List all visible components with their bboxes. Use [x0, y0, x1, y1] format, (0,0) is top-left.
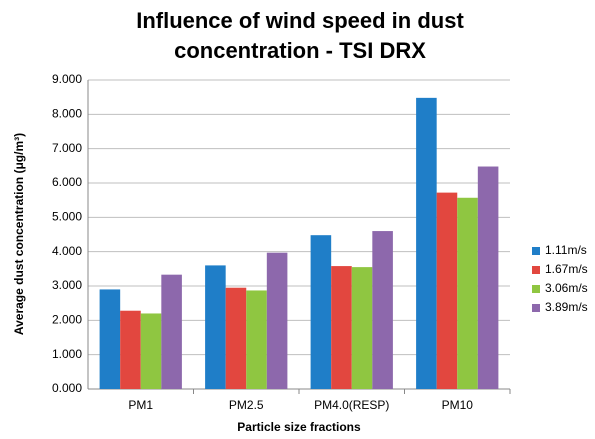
bar: [140, 313, 162, 389]
bar: [310, 235, 332, 389]
bar: [246, 290, 267, 389]
bar: [436, 192, 458, 389]
bar: [205, 265, 226, 389]
bar: [477, 166, 499, 389]
legend-label: 1.67m/s: [545, 262, 588, 276]
x-tick-label: PM1: [128, 398, 153, 412]
y-tick-label: 8.000: [52, 107, 82, 121]
legend-label: 3.89m/s: [545, 300, 588, 314]
bar: [161, 274, 182, 389]
y-tick-label: 0.000: [52, 381, 82, 395]
y-tick-label: 1.000: [52, 347, 82, 361]
chart-title: concentration - TSI DRX: [174, 38, 426, 63]
legend-swatch: [532, 247, 540, 255]
x-tick-label: PM4.0(RESP): [314, 398, 389, 412]
y-tick-label: 3.000: [52, 278, 82, 292]
bar: [99, 289, 121, 389]
y-tick-label: 4.000: [52, 244, 82, 258]
y-tick-label: 5.000: [52, 210, 82, 224]
bar: [120, 310, 141, 389]
legend-label: 1.11m/s: [545, 243, 587, 257]
legend-swatch: [532, 304, 540, 312]
bar: [225, 287, 247, 389]
x-axis-label: Particle size fractions: [237, 420, 361, 434]
y-tick-label: 7.000: [52, 141, 82, 155]
y-tick-label: 6.000: [52, 175, 82, 189]
bar: [457, 197, 478, 389]
legend-swatch: [532, 285, 540, 293]
y-tick-label: 9.000: [52, 72, 82, 86]
legend-swatch: [532, 266, 540, 274]
x-tick-label: PM10: [442, 398, 474, 412]
y-axis-label: Average dust concentration (μg/m³): [12, 133, 26, 335]
x-tick-label: PM2.5: [229, 398, 264, 412]
bar: [372, 231, 393, 389]
bar: [416, 97, 437, 389]
legend-label: 3.06m/s: [545, 281, 588, 295]
bar: [351, 267, 373, 389]
bar: [266, 252, 288, 389]
y-tick-label: 2.000: [52, 313, 82, 327]
chart-title: Influence of wind speed in dust: [136, 8, 464, 33]
bar: [331, 266, 352, 389]
